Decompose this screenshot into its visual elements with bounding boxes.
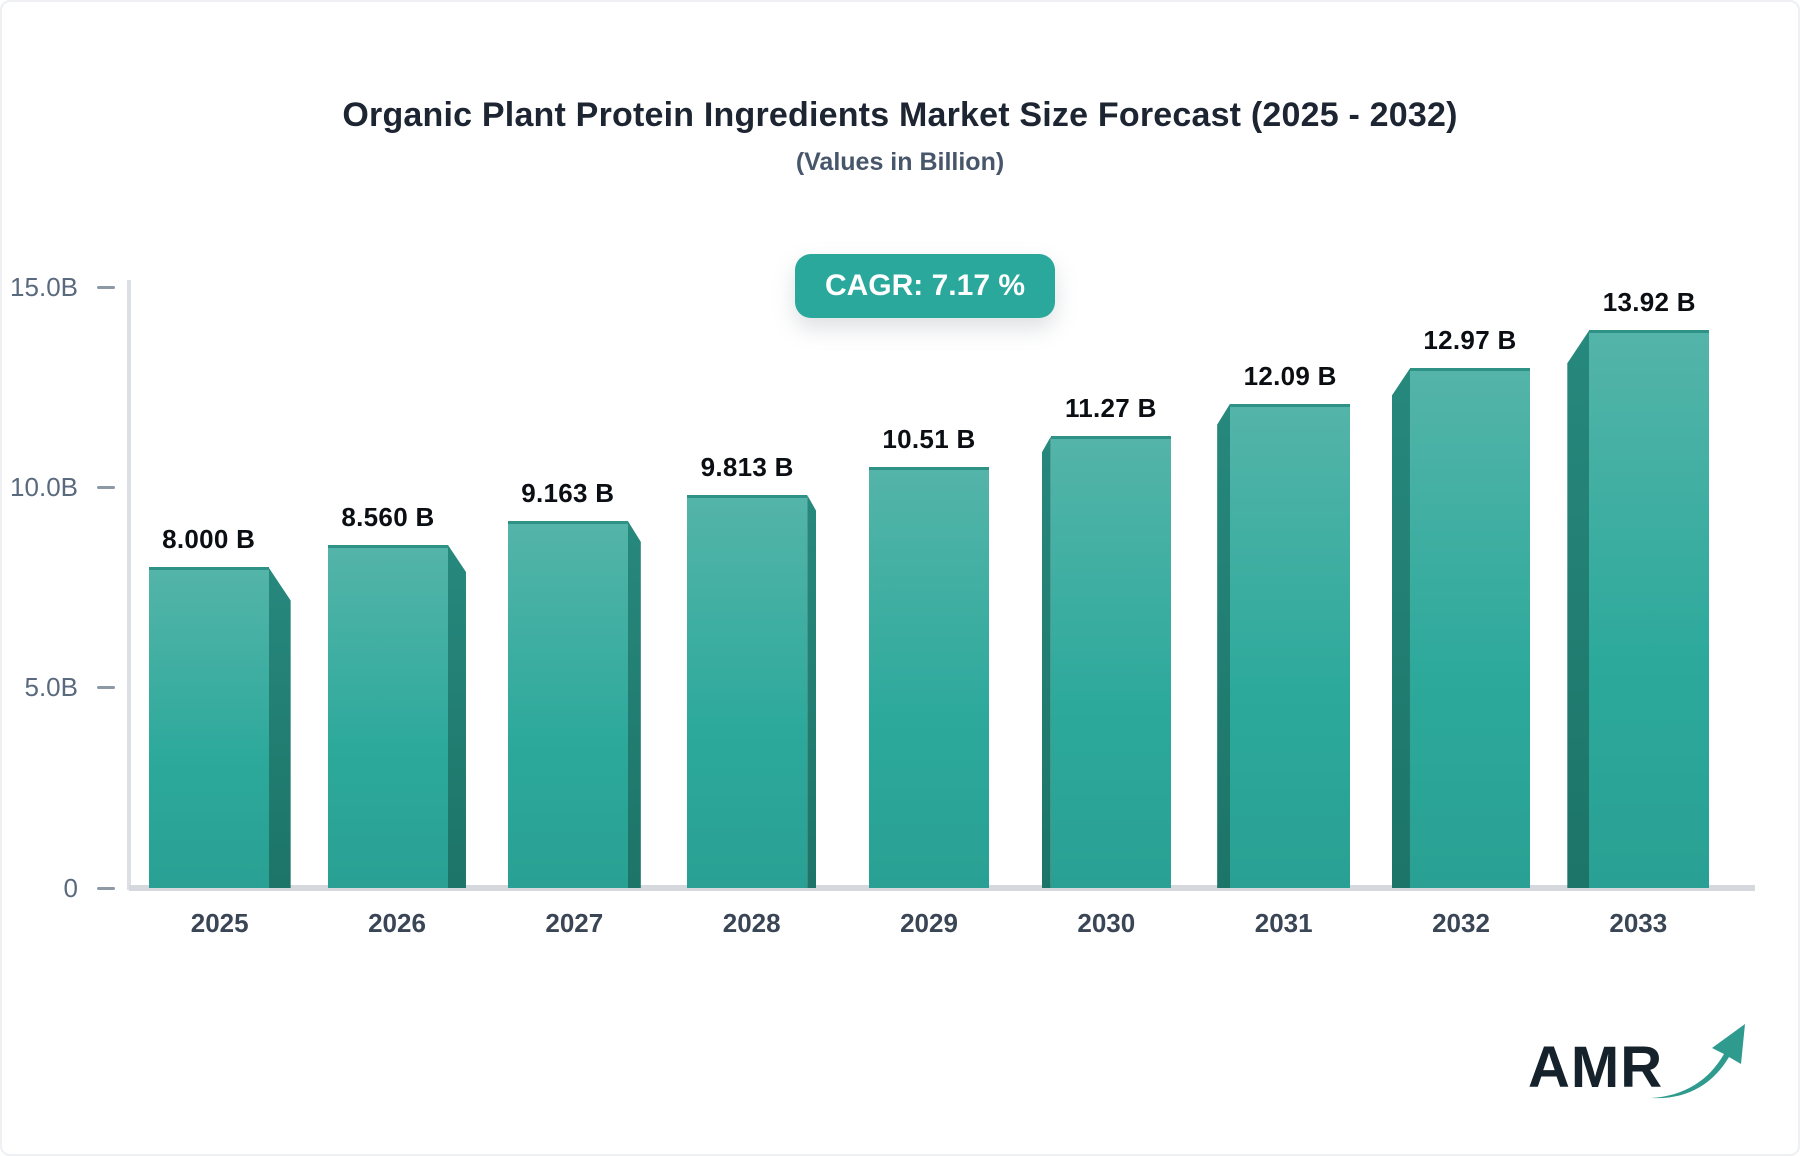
- bar-slot-2029: 10.51 B: [840, 287, 1017, 888]
- y-tick-label: 0: [63, 872, 78, 903]
- growth-arrow-icon: [1649, 1016, 1749, 1113]
- chart-title: Organic Plant Protein Ingredients Market…: [342, 96, 1458, 134]
- y-tick: 10.0B: [0, 472, 1800, 502]
- y-tick-mark: [97, 485, 115, 489]
- bar-2032: [1409, 368, 1530, 888]
- x-tick-label-2028: 2028: [722, 908, 781, 938]
- x-axis-baseline: [129, 885, 1755, 891]
- y-tick: 0: [0, 873, 1800, 903]
- bar-3d-side: [1391, 368, 1410, 888]
- bar-value-label: 9.813 B: [700, 451, 794, 482]
- x-tick-label-2027: 2027: [545, 908, 604, 938]
- bar-slot-2028: 9.813 B: [663, 287, 840, 888]
- bar-slot-2026: 8.560 B: [308, 287, 485, 888]
- x-tick-label-2030: 2030: [1077, 908, 1136, 938]
- amr-logo-text: AMR: [1528, 1034, 1664, 1100]
- y-tick-mark: [97, 886, 115, 890]
- bar-3d-side: [1567, 330, 1590, 888]
- bar-value-label: 12.09 B: [1243, 360, 1337, 391]
- x-tick-label-2031: 2031: [1254, 908, 1313, 938]
- bar-2026: [327, 545, 448, 888]
- y-tick: 15.0B: [0, 272, 1800, 302]
- bar-value-label: 8.560 B: [341, 502, 435, 533]
- x-tick-label-2026: 2026: [368, 908, 426, 938]
- bar-value-label: 13.92 B: [1602, 287, 1696, 318]
- bar-2031: [1230, 403, 1351, 888]
- x-tick-label-2029: 2029: [900, 908, 958, 938]
- bar-value-label: 9.163 B: [521, 477, 615, 508]
- y-tick-label: 15.0B: [10, 271, 78, 302]
- bar-slot-2032: 12.97 B: [1372, 287, 1549, 888]
- y-axis-line: [127, 280, 131, 890]
- bar-slot-2027: 9.163 B: [486, 287, 663, 888]
- y-tick: 5.0B: [0, 672, 1800, 703]
- x-tick-label-2025: 2025: [190, 908, 249, 938]
- bar-value-label: 11.27 B: [1064, 393, 1157, 424]
- y-tick-mark: [97, 285, 115, 289]
- bar-3d-side: [1041, 436, 1051, 888]
- bar-slot-2033: 13.92 B: [1550, 287, 1727, 888]
- bar-slot-2025: 8.000 B: [131, 287, 308, 888]
- y-tick-label: 10.0B: [10, 471, 78, 502]
- bar-3d-side: [807, 494, 817, 888]
- bar-2025: [148, 567, 269, 888]
- bar-value-label: 8.000 B: [162, 524, 256, 555]
- y-tick-mark: [97, 686, 115, 690]
- bar-value-label: 12.97 B: [1423, 325, 1517, 356]
- bar-chart-plot-area: 8.000 B 8.560 B 9.163 B 9.813 B 10.51 B 11.27…: [131, 287, 1727, 888]
- x-tick-label-2032: 2032: [1432, 908, 1490, 938]
- bar-slot-2031: 12.09 B: [1195, 287, 1372, 888]
- amr-logo: AMR: [1528, 1022, 1746, 1112]
- y-tick-label: 5.0B: [24, 672, 79, 703]
- x-tick-label-2033: 2033: [1609, 908, 1668, 938]
- bar-slot-2030: 11.27 B: [1018, 287, 1195, 888]
- bar-3d-side: [627, 520, 641, 888]
- bar-value-label: 10.51 B: [882, 423, 976, 454]
- bar-2029: [868, 466, 989, 888]
- chart-subtitle: (Values in Billion): [795, 148, 1005, 176]
- bar-3d-side: [268, 567, 291, 888]
- bar-2033: [1589, 330, 1710, 888]
- cagr-badge: CAGR: 7.17 %: [795, 254, 1055, 318]
- bar-2028: [687, 494, 808, 888]
- bar-2027: [507, 520, 628, 888]
- bar-2030: [1050, 436, 1171, 888]
- bar-3d-side: [447, 545, 466, 888]
- bar-3d-side: [1217, 403, 1231, 888]
